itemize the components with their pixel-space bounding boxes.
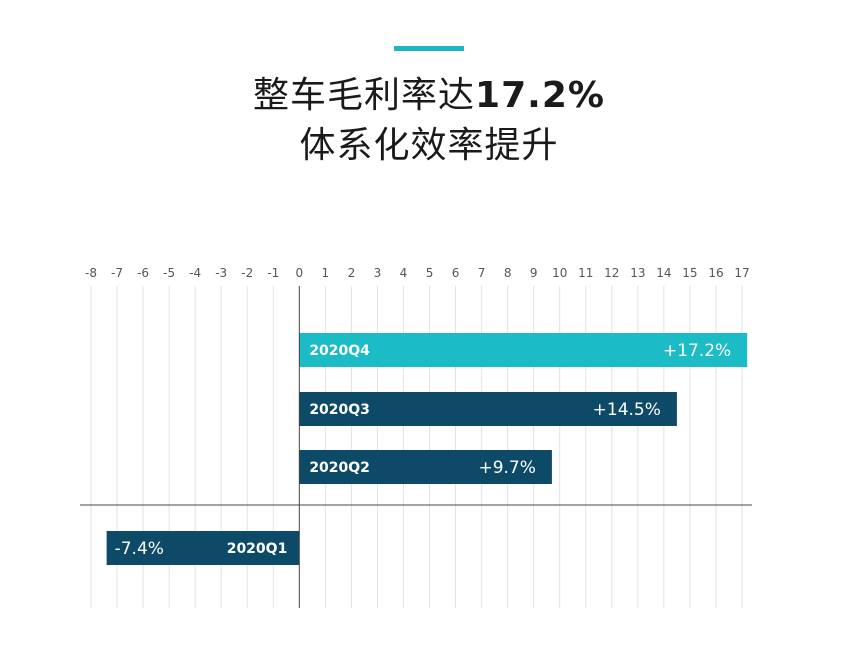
- x-tick-label: -4: [189, 266, 201, 280]
- x-tick-label: 2: [348, 266, 356, 280]
- bars: 2020Q4 +17.2% 2020Q3 +14.5% 2020Q2 +9.7% 2020Q…: [106, 333, 748, 565]
- bar-category-label: 2020Q3: [309, 402, 370, 418]
- x-tick-label: 1: [322, 266, 330, 280]
- bar-category-label: 2020Q2: [309, 460, 370, 476]
- bar-category-label: 2020Q4: [309, 343, 370, 359]
- x-tick-label: -2: [241, 266, 253, 280]
- bar-2020q3: [299, 392, 677, 426]
- x-tick-label: 15: [682, 266, 697, 280]
- x-tick-label: -5: [163, 266, 175, 280]
- x-tick-label: -8: [85, 266, 97, 280]
- x-tick-label: -6: [137, 266, 149, 280]
- axes: [80, 286, 752, 608]
- chart-subtitle: 体系化效率提升: [299, 125, 559, 166]
- x-tick-label: 12: [604, 266, 619, 280]
- tick-labels: -8 -7 -6 -5 -4 -3 -2 -1 0 1 2 3 4 5 6 7 8 9 10 11 12 13 14 15 16…: [85, 266, 750, 280]
- x-tick-label: 9: [530, 266, 538, 280]
- bar-value-label: +14.5%: [593, 400, 661, 420]
- x-tick-label: 5: [426, 266, 434, 280]
- x-tick-label: 4: [400, 266, 408, 280]
- x-tick-label: -3: [215, 266, 227, 280]
- bar-value-label: -7.4%: [115, 539, 164, 559]
- bar-2020q1: [106, 531, 300, 565]
- x-tick-label: 13: [630, 266, 645, 280]
- x-tick-label: 3: [374, 266, 382, 280]
- chart-title: 整车毛利率达17.2%: [0, 74, 858, 118]
- x-tick-label: 8: [504, 266, 512, 280]
- x-tick-label: 7: [478, 266, 486, 280]
- bar-2020q4: [299, 333, 748, 367]
- title-text: 整车毛利率达: [253, 75, 476, 116]
- title-highlight-value: 17.2%: [475, 75, 605, 116]
- x-tick-label: -7: [111, 266, 123, 280]
- x-tick-label: 14: [656, 266, 671, 280]
- x-tick-label: 16: [708, 266, 723, 280]
- bar-value-label: +17.2%: [663, 341, 731, 361]
- x-tick-label: 17: [734, 266, 749, 280]
- accent-bar: [394, 46, 464, 51]
- x-tick-label: 10: [552, 266, 567, 280]
- bar-category-label: 2020Q1: [227, 541, 288, 557]
- x-tick-label: -1: [267, 266, 279, 280]
- x-tick-label: 6: [452, 266, 460, 280]
- x-tick-label: 11: [578, 266, 593, 280]
- bar-2020q2: [299, 450, 552, 484]
- bar-value-label: +9.7%: [478, 458, 535, 478]
- x-tick-label: 0: [295, 266, 303, 280]
